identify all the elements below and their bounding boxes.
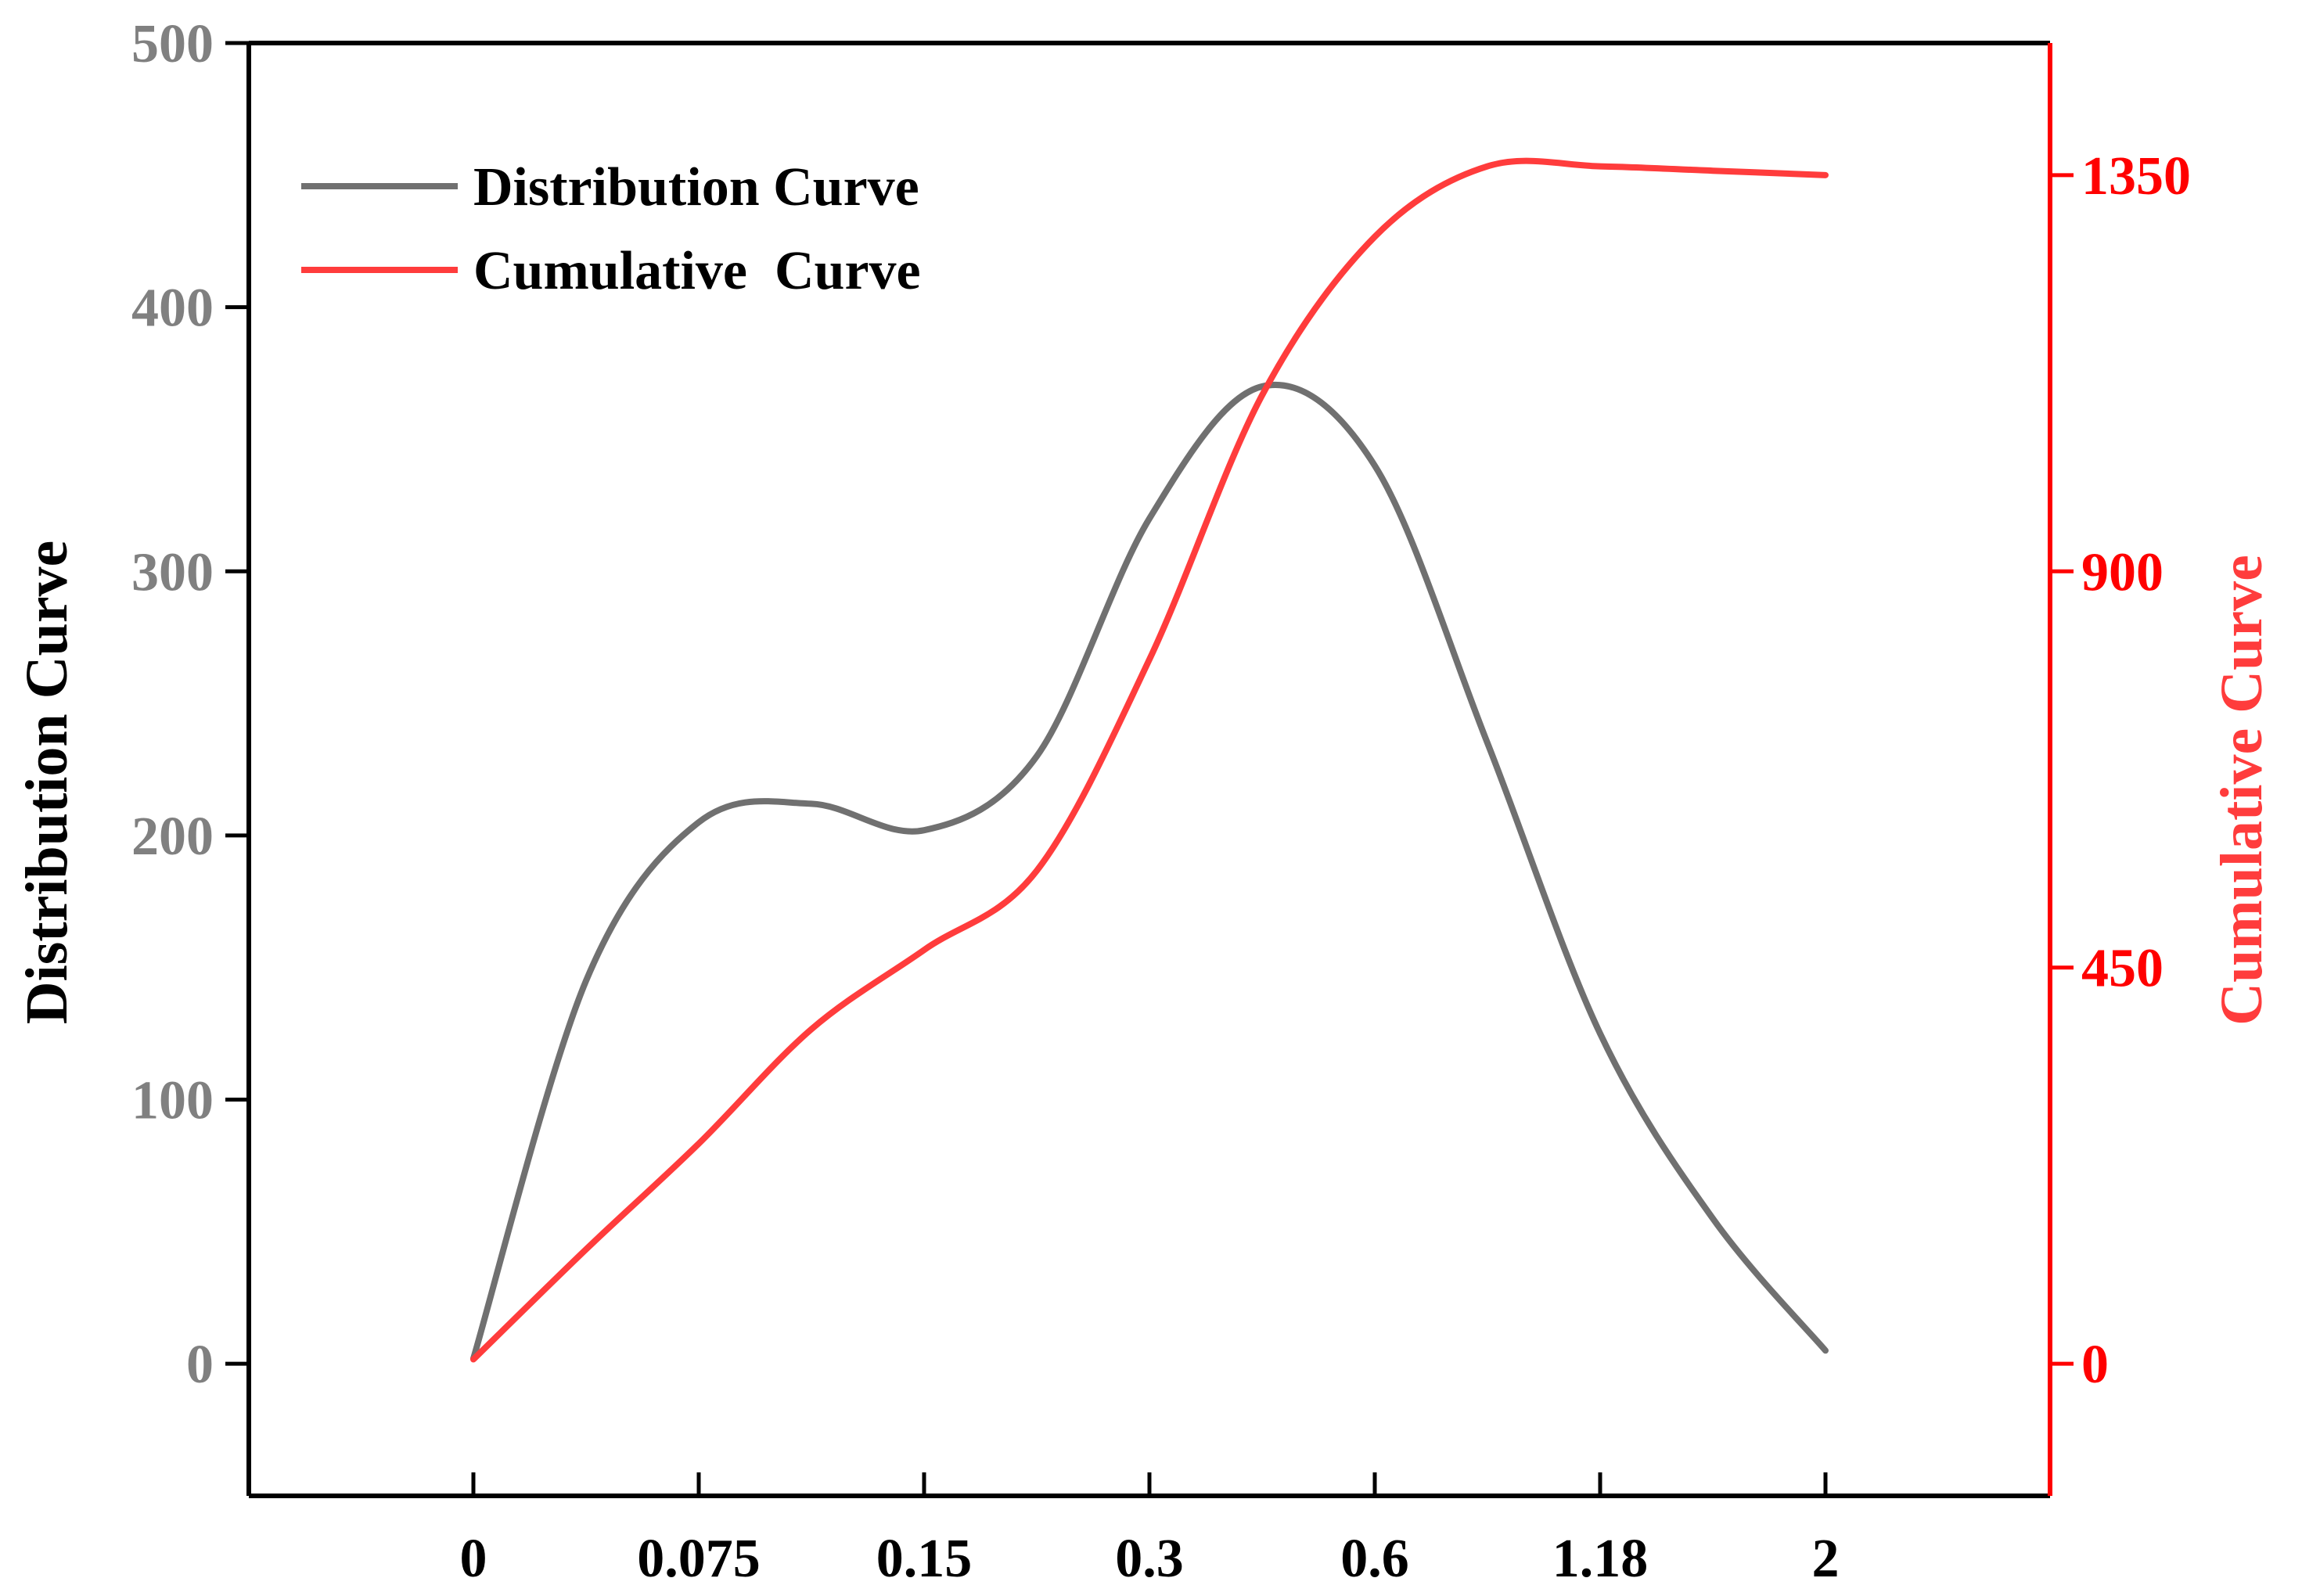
cumulative-curve-line [470, 157, 1829, 1363]
distribution-curve-line [470, 381, 1829, 1362]
x-tick-label: 0.075 [637, 1529, 761, 1589]
x-tick-label: 2 [1812, 1529, 1840, 1589]
left-axis-ticks: 0 100 200 300 400 500 [131, 14, 249, 1395]
right-axis-label: Cumulative Curve [2209, 555, 2275, 1026]
left-tick-label: 400 [131, 279, 214, 339]
left-tick-label: 200 [131, 807, 214, 867]
x-tick-label: 0 [460, 1529, 487, 1589]
legend-label-cumulative: Cumulative Curve [473, 241, 921, 301]
series-layer [470, 157, 1829, 1363]
left-axis-label: Distribution Curve [14, 541, 80, 1025]
left-tick-label: 500 [131, 14, 214, 74]
right-axis-ticks: 0 450 900 1350 [2050, 146, 2191, 1395]
plot-frame [246, 41, 2052, 1498]
legend-label-distribution: Distribution Curve [473, 157, 919, 217]
right-tick-label: 0 [2081, 1335, 2109, 1395]
x-tick-label: 1.18 [1552, 1529, 1649, 1589]
left-tick-label: 300 [131, 542, 214, 602]
x-tick-label: 0.6 [1340, 1529, 1409, 1589]
x-axis-ticks: 0 0.075 0.15 0.3 0.6 1.18 2 [460, 1472, 1840, 1589]
right-tick-label: 900 [2081, 542, 2164, 602]
left-tick-label: 100 [131, 1071, 214, 1131]
left-tick-label: 0 [186, 1335, 214, 1395]
x-tick-label: 0.15 [876, 1529, 973, 1589]
right-tick-label: 1350 [2081, 146, 2191, 207]
legend: Distribution Curve Cumulative Curve [301, 157, 921, 301]
right-tick-label: 450 [2081, 939, 2164, 999]
x-tick-label: 0.3 [1115, 1529, 1184, 1589]
